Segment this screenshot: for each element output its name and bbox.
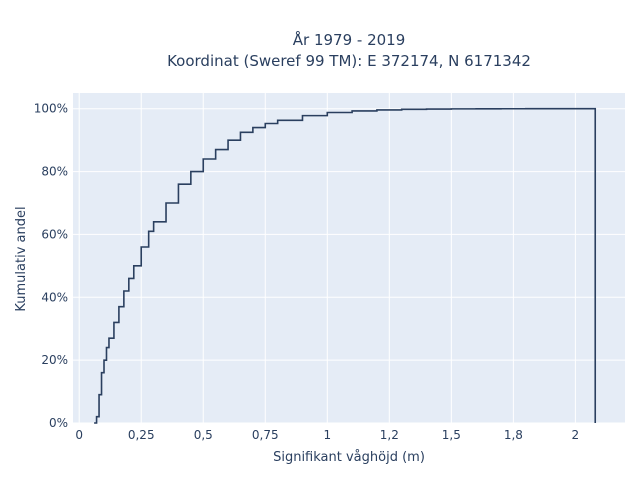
x-tick-label: 0 xyxy=(75,428,83,442)
y-tick-label: 80% xyxy=(41,165,68,179)
series-layer xyxy=(94,107,597,424)
x-tick-label: 1 xyxy=(323,428,331,442)
x-tick-label: 0,25 xyxy=(128,428,155,442)
x-tick-label: 1,5 xyxy=(442,428,461,442)
tick-labels: 0 0,25 0,5 0,75 1 1,2 1,5 1,8 20%20%40%60%80%100… xyxy=(34,102,580,442)
x-tick-label: 0,75 xyxy=(252,428,279,442)
chart-title-line-1: År 1979 - 2019 xyxy=(293,30,406,49)
y-tick-label: 20% xyxy=(41,353,68,367)
y-tick-label: 60% xyxy=(41,227,68,241)
x-tick-label: 0,5 xyxy=(194,428,213,442)
ecdf-step-line xyxy=(94,107,597,424)
x-tick-label: 2 xyxy=(572,428,580,442)
x-tick-label: 1,8 xyxy=(504,428,523,442)
y-axis-title: Kumulativ andel xyxy=(14,206,29,311)
x-axis-title: Signifikant våghöjd (m) xyxy=(273,450,425,465)
y-tick-label: 100% xyxy=(34,102,68,116)
grid-lines xyxy=(73,93,625,424)
y-tick-label: 0% xyxy=(49,416,68,430)
y-tick-label: 40% xyxy=(41,290,68,304)
chart-title-line-2: Koordinat (Sweref 99 TM): E 372174, N 61… xyxy=(167,52,531,70)
x-tick-label: 1,2 xyxy=(380,428,399,442)
plot-area xyxy=(73,93,625,423)
